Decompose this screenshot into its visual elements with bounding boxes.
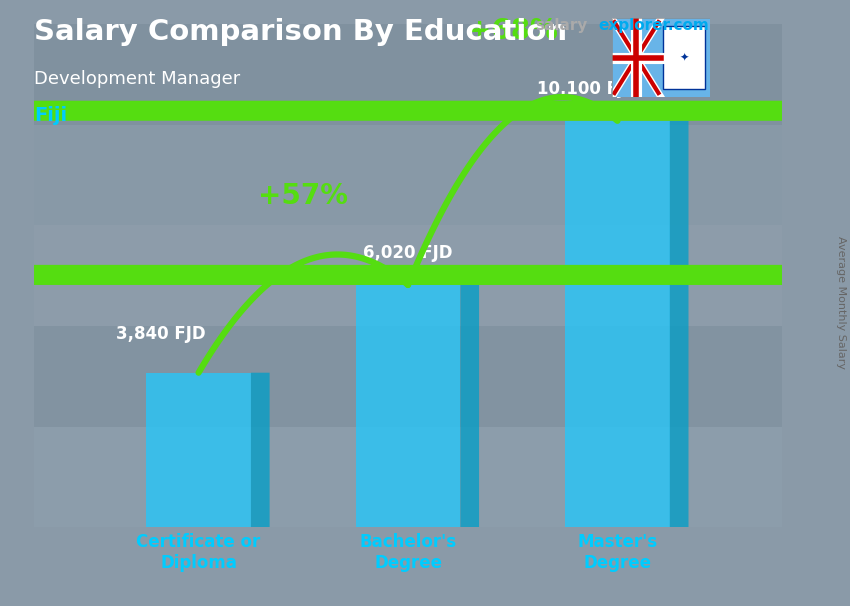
Text: 6,020 FJD: 6,020 FJD [363, 244, 453, 262]
Text: salary: salary [536, 18, 588, 33]
Polygon shape [670, 121, 689, 527]
Text: +57%: +57% [258, 182, 348, 210]
Text: explorer.com: explorer.com [598, 18, 709, 33]
Text: Master's
Degree: Master's Degree [577, 533, 658, 572]
Bar [34, 24, 782, 125]
Text: Salary Comparison By Education: Salary Comparison By Education [34, 18, 567, 46]
Text: Average Monthly Salary: Average Monthly Salary [836, 236, 846, 370]
Text: Certificate or
Diploma: Certificate or Diploma [137, 533, 261, 572]
Text: Development Manager: Development Manager [34, 70, 241, 88]
Text: 3,840 FJD: 3,840 FJD [116, 325, 206, 342]
Text: 10,100 FJD: 10,100 FJD [537, 80, 638, 98]
Bar [565, 121, 670, 527]
Polygon shape [0, 265, 850, 285]
Bar [34, 225, 782, 326]
Bar [146, 373, 251, 527]
Text: ✦: ✦ [680, 53, 689, 62]
Bar [663, 26, 705, 89]
Bar [34, 326, 782, 427]
Bar [355, 285, 461, 527]
Text: +68%: +68% [468, 18, 558, 45]
Text: Fiji: Fiji [34, 106, 67, 125]
Polygon shape [251, 373, 269, 527]
Polygon shape [461, 285, 479, 527]
Text: Bachelor's
Degree: Bachelor's Degree [360, 533, 456, 572]
Bar [34, 125, 782, 225]
Polygon shape [0, 101, 850, 121]
Bar [34, 427, 782, 527]
